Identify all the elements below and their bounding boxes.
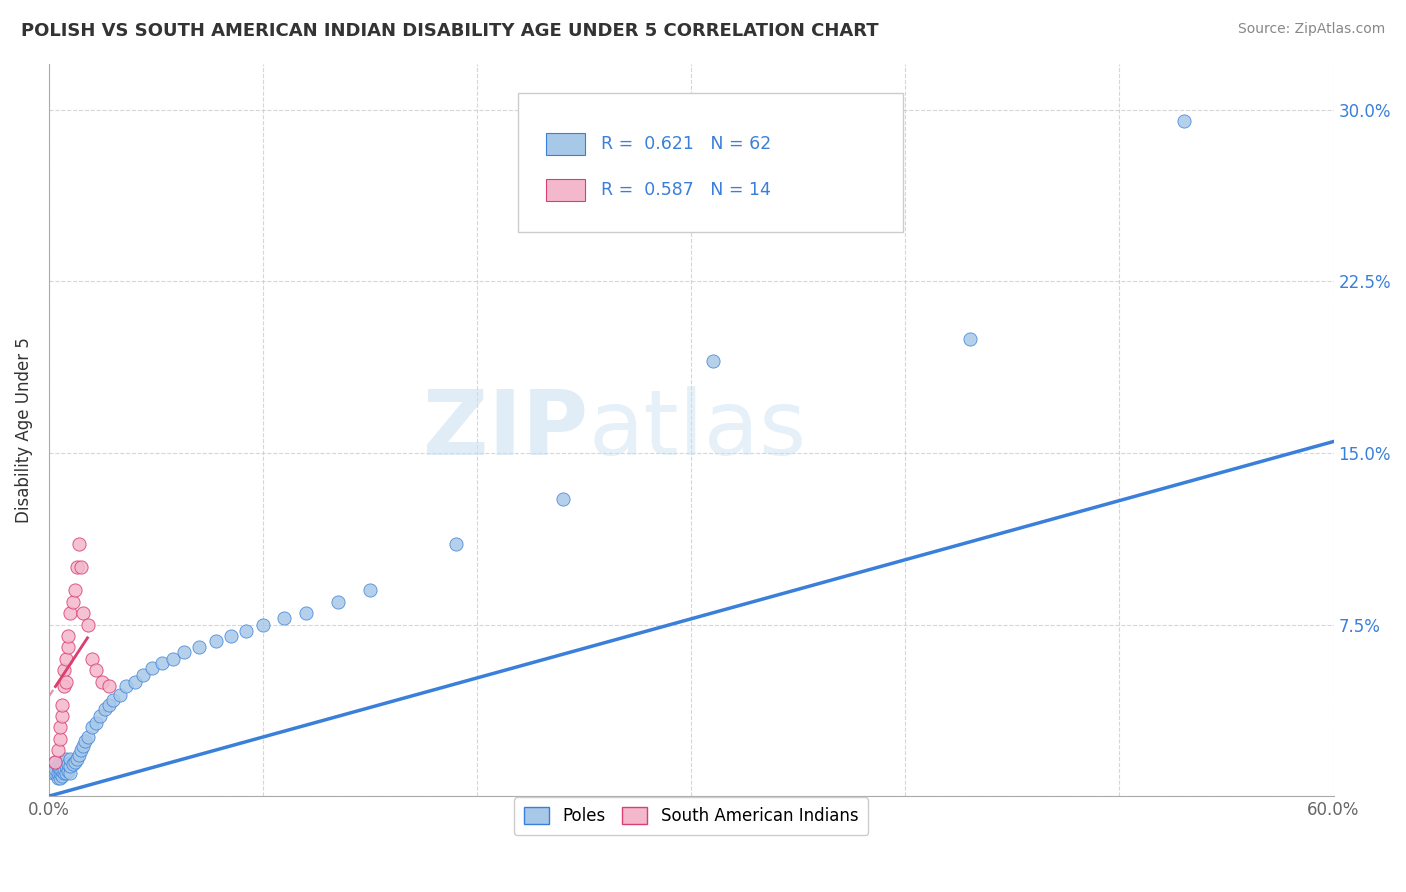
Point	[75, 734, 97, 748]
Y-axis label: Disability Age Under 5: Disability Age Under 5	[15, 337, 32, 523]
Point	[551, 491, 574, 506]
Point	[59, 606, 82, 620]
Point	[108, 689, 131, 703]
Point	[359, 583, 381, 598]
Point	[48, 762, 70, 776]
Point	[48, 731, 70, 746]
Point	[132, 668, 155, 682]
Point	[141, 661, 163, 675]
Point	[62, 594, 84, 608]
Point	[52, 663, 75, 677]
Point	[55, 759, 77, 773]
Point	[959, 332, 981, 346]
Point	[48, 755, 70, 769]
Point	[84, 663, 107, 677]
Text: Source: ZipAtlas.com: Source: ZipAtlas.com	[1237, 22, 1385, 37]
Point	[55, 674, 77, 689]
Text: R =  0.587   N = 14: R = 0.587 N = 14	[602, 181, 772, 199]
Point	[63, 583, 86, 598]
Point	[51, 757, 73, 772]
Point	[44, 762, 66, 776]
Point	[55, 766, 77, 780]
Text: atlas: atlas	[589, 386, 807, 474]
Point	[72, 739, 94, 753]
Text: POLISH VS SOUTH AMERICAN INDIAN DISABILITY AGE UNDER 5 CORRELATION CHART: POLISH VS SOUTH AMERICAN INDIAN DISABILI…	[21, 22, 879, 40]
Point	[93, 702, 115, 716]
Point	[91, 674, 114, 689]
Point	[124, 674, 146, 689]
Point	[52, 762, 75, 776]
Point	[187, 640, 209, 655]
Point	[273, 610, 295, 624]
Point	[84, 715, 107, 730]
Point	[44, 766, 66, 780]
Point	[48, 721, 70, 735]
Point	[59, 759, 82, 773]
Point	[103, 693, 125, 707]
Point	[48, 766, 70, 780]
Point	[70, 743, 93, 757]
Text: R =  0.621   N = 62: R = 0.621 N = 62	[602, 136, 772, 153]
Point	[51, 768, 73, 782]
Point	[46, 771, 69, 785]
Point	[444, 537, 467, 551]
Point	[97, 698, 120, 712]
FancyBboxPatch shape	[517, 94, 903, 233]
Point	[97, 679, 120, 693]
Legend: Poles, South American Indians: Poles, South American Indians	[515, 797, 869, 835]
Point	[46, 759, 69, 773]
Point	[51, 764, 73, 778]
Point	[59, 766, 82, 780]
Point	[205, 633, 228, 648]
Point	[76, 730, 98, 744]
Point	[62, 757, 84, 772]
Point	[52, 766, 75, 780]
Point	[55, 652, 77, 666]
Point	[58, 629, 80, 643]
Point	[58, 764, 80, 778]
Point	[51, 698, 73, 712]
Point	[1173, 114, 1195, 128]
Point	[42, 766, 65, 780]
Point	[59, 752, 82, 766]
Point	[55, 752, 77, 766]
Point	[115, 679, 138, 693]
Bar	[546, 179, 585, 202]
Point	[173, 645, 195, 659]
Point	[70, 560, 93, 574]
Point	[51, 709, 73, 723]
Point	[66, 752, 89, 766]
Point	[52, 755, 75, 769]
Point	[58, 640, 80, 655]
Point	[162, 652, 184, 666]
Point	[63, 755, 86, 769]
Point	[252, 617, 274, 632]
Point	[46, 743, 69, 757]
Point	[326, 594, 349, 608]
Point	[80, 652, 103, 666]
Point	[72, 606, 94, 620]
Text: ZIP: ZIP	[423, 386, 589, 474]
Point	[76, 617, 98, 632]
Point	[46, 766, 69, 780]
Point	[67, 747, 90, 762]
Point	[152, 657, 174, 671]
Point	[48, 771, 70, 785]
Point	[235, 624, 257, 639]
Point	[44, 755, 66, 769]
Point	[89, 709, 111, 723]
Point	[702, 354, 724, 368]
Point	[58, 757, 80, 772]
Point	[42, 762, 65, 776]
Point	[67, 537, 90, 551]
Point	[295, 606, 318, 620]
Point	[52, 679, 75, 693]
Point	[66, 560, 89, 574]
Point	[80, 721, 103, 735]
Point	[44, 755, 66, 769]
Bar	[546, 133, 585, 155]
Point	[219, 629, 242, 643]
